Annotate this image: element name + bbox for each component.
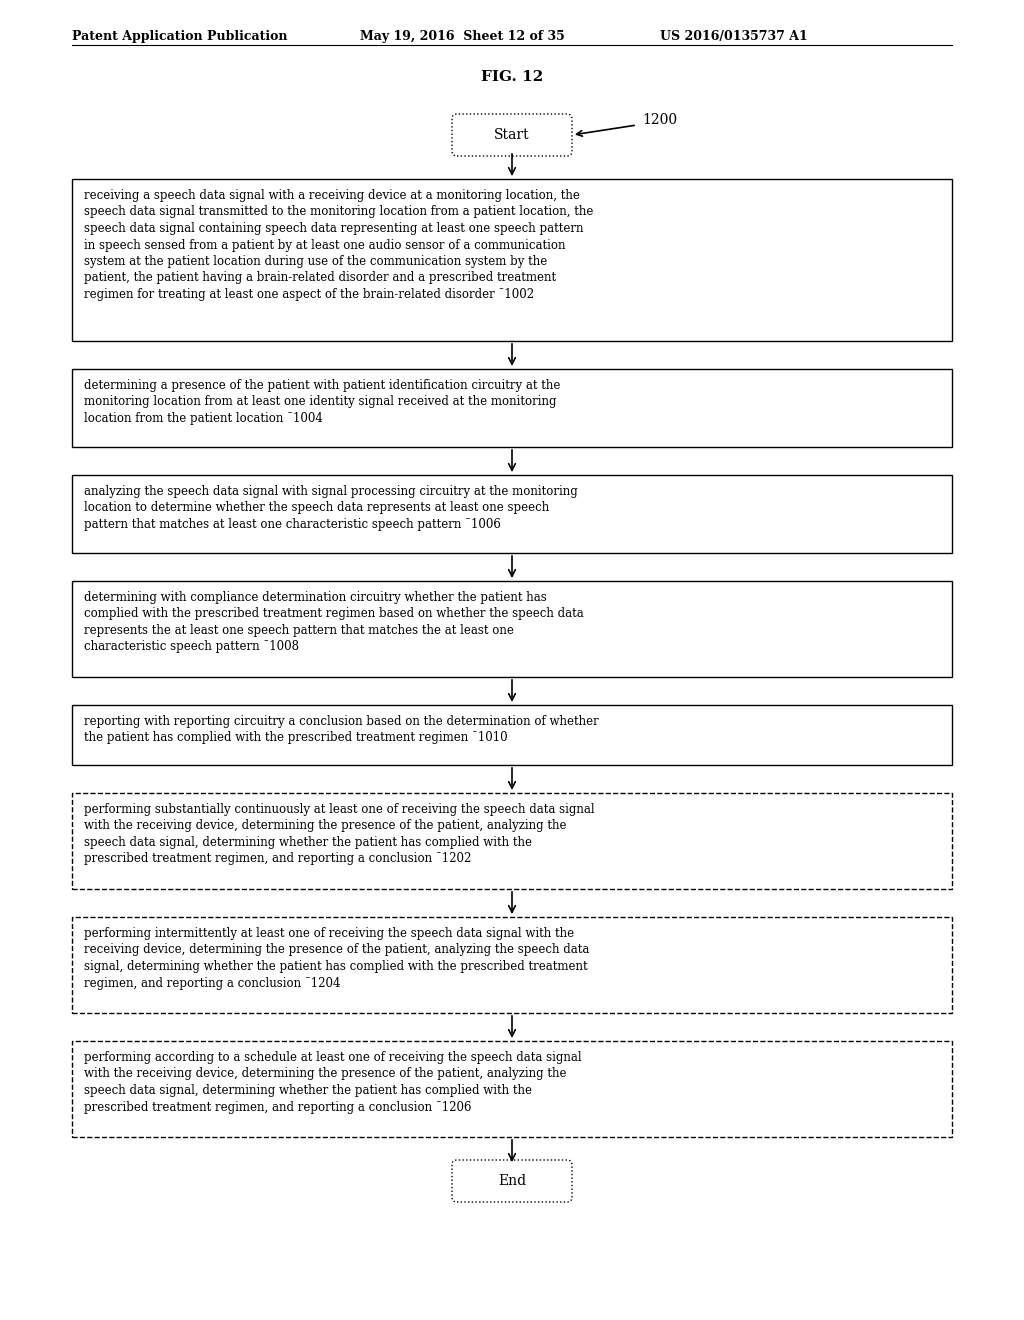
Text: Patent Application Publication: Patent Application Publication (72, 30, 288, 44)
Text: May 19, 2016  Sheet 12 of 35: May 19, 2016 Sheet 12 of 35 (360, 30, 565, 44)
Text: 1200: 1200 (642, 114, 677, 127)
FancyBboxPatch shape (72, 705, 952, 766)
FancyBboxPatch shape (452, 1160, 572, 1203)
Text: analyzing the speech data signal with signal processing circuitry at the monitor: analyzing the speech data signal with si… (84, 484, 578, 531)
Text: End: End (498, 1173, 526, 1188)
Text: receiving a speech data signal with a receiving device at a monitoring location,: receiving a speech data signal with a re… (84, 189, 593, 301)
FancyBboxPatch shape (72, 917, 952, 1012)
Text: US 2016/0135737 A1: US 2016/0135737 A1 (660, 30, 808, 44)
FancyBboxPatch shape (72, 180, 952, 341)
FancyBboxPatch shape (72, 581, 952, 677)
Text: performing according to a schedule at least one of receiving the speech data sig: performing according to a schedule at le… (84, 1051, 582, 1114)
Text: Start: Start (495, 128, 529, 143)
FancyBboxPatch shape (72, 370, 952, 447)
Text: FIG. 12: FIG. 12 (481, 70, 543, 84)
FancyBboxPatch shape (72, 475, 952, 553)
FancyBboxPatch shape (72, 1041, 952, 1137)
Text: reporting with reporting circuitry a conclusion based on the determination of wh: reporting with reporting circuitry a con… (84, 715, 599, 744)
Text: determining with compliance determination circuitry whether the patient has
comp: determining with compliance determinatio… (84, 591, 584, 653)
Text: performing substantially continuously at least one of receiving the speech data : performing substantially continuously at… (84, 803, 595, 866)
Text: determining a presence of the patient with patient identification circuitry at t: determining a presence of the patient wi… (84, 379, 560, 425)
Text: performing intermittently at least one of receiving the speech data signal with : performing intermittently at least one o… (84, 927, 590, 990)
FancyBboxPatch shape (72, 793, 952, 888)
FancyBboxPatch shape (452, 114, 572, 156)
